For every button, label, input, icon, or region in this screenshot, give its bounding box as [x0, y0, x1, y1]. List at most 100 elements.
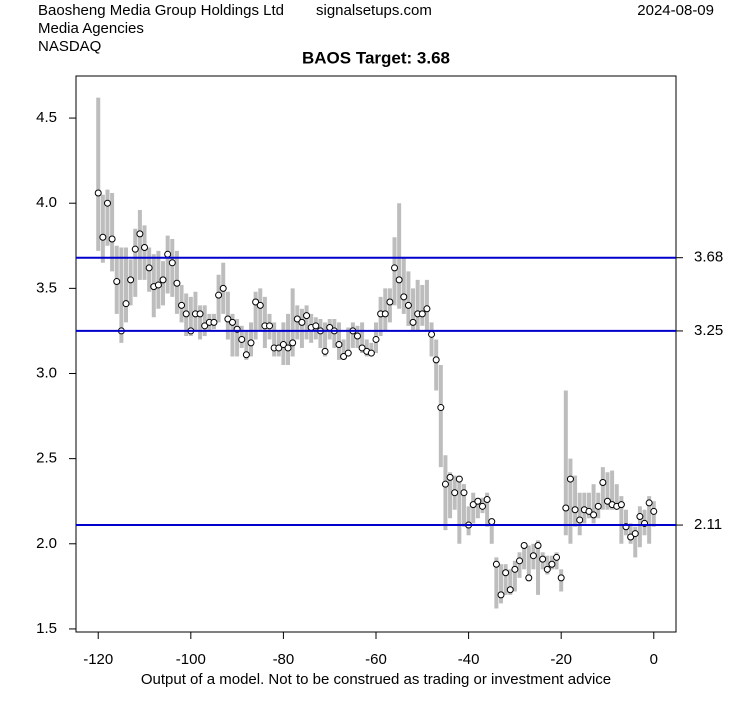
close-point: [219, 284, 227, 292]
close-point: [210, 318, 218, 326]
close-point: [173, 279, 181, 287]
close-point: [386, 298, 394, 306]
close-point: [599, 478, 607, 486]
site: signalsetups.com: [316, 2, 432, 19]
close-point: [446, 473, 454, 481]
close-point: [631, 530, 639, 538]
sector: Media Agencies: [38, 20, 144, 37]
close-point: [502, 569, 510, 577]
close-point: [418, 310, 426, 318]
close-point: [478, 502, 486, 510]
close-point: [215, 291, 223, 299]
close-point: [256, 301, 264, 309]
x-tick-label: -40: [458, 651, 480, 668]
close-point: [543, 565, 551, 573]
close-point: [154, 281, 162, 289]
close-point: [428, 330, 436, 338]
close-point: [242, 351, 250, 359]
close-point: [298, 318, 306, 326]
close-point: [340, 352, 348, 360]
close-point: [284, 344, 292, 352]
x-tick-label: -60: [365, 651, 387, 668]
y-tick-label: 1.5: [36, 620, 57, 637]
close-point: [404, 301, 412, 309]
close-point: [585, 507, 593, 515]
close-point: [228, 318, 236, 326]
close-point: [539, 555, 547, 563]
close-point: [127, 276, 135, 284]
close-point: [553, 553, 561, 561]
close-point: [201, 322, 209, 330]
close-point: [525, 574, 533, 582]
close-point: [372, 335, 380, 343]
close-point: [400, 293, 408, 301]
close-point: [451, 489, 459, 497]
date: 2024-08-09: [637, 2, 714, 19]
y-tick-label: 2.5: [36, 450, 57, 467]
close-point: [636, 513, 644, 521]
close-point: [289, 339, 297, 347]
close-point: [488, 518, 496, 526]
close-point: [627, 533, 635, 541]
y-tick-label: 3.0: [36, 364, 57, 381]
close-point: [520, 541, 528, 549]
x-axis-label: Output of a model. Not to be construed a…: [141, 671, 611, 688]
close-point: [145, 264, 153, 272]
chart-title: BAOS Target: 3.68: [302, 48, 450, 67]
close-point: [113, 278, 121, 286]
close-point: [159, 276, 167, 284]
close-point: [437, 404, 445, 412]
close-point: [196, 310, 204, 318]
close-point: [224, 315, 232, 323]
y-tick-label: 3.5: [36, 279, 57, 296]
close-point: [168, 259, 176, 267]
close-point: [353, 332, 361, 340]
close-point: [108, 235, 116, 243]
close-point: [566, 475, 574, 483]
close-point: [293, 315, 301, 323]
close-point: [122, 300, 130, 308]
close-point: [441, 480, 449, 488]
close-point: [603, 497, 611, 505]
close-point: [548, 560, 556, 568]
close-point: [131, 245, 139, 253]
close-point: [367, 349, 375, 357]
close-point: [358, 344, 366, 352]
close-point: [469, 501, 477, 509]
close-point: [279, 341, 287, 349]
close-point: [557, 574, 565, 582]
close-point: [511, 565, 519, 573]
x-tick-label: -80: [273, 651, 295, 668]
close-point: [312, 322, 320, 330]
close-point: [275, 344, 283, 352]
close-point: [534, 541, 542, 549]
target-label: 2.11: [694, 516, 722, 533]
y-tick-label: 2.0: [36, 535, 57, 552]
close-point: [247, 339, 255, 347]
close-point: [423, 305, 431, 313]
close-point: [529, 552, 537, 560]
close-point: [99, 233, 107, 241]
close-point: [395, 276, 403, 284]
close-point: [94, 189, 102, 197]
close-point: [506, 586, 514, 594]
close-point: [432, 356, 440, 364]
close-point: [252, 298, 260, 306]
close-point: [516, 557, 524, 565]
close-point: [590, 511, 598, 519]
close-point: [238, 335, 246, 343]
close-point: [164, 250, 172, 258]
close-point: [617, 501, 625, 509]
close-point: [182, 310, 190, 318]
close-point: [136, 230, 144, 238]
company: Baosheng Media Group Holdings Ltd: [38, 2, 284, 19]
close-point: [483, 496, 491, 504]
close-point: [178, 301, 186, 309]
close-point: [381, 310, 389, 318]
close-point: [409, 318, 417, 326]
target-label: 3.68: [694, 249, 723, 266]
close-point: [335, 341, 343, 349]
close-point: [266, 322, 274, 330]
close-point: [460, 489, 468, 497]
close-point: [321, 347, 329, 355]
